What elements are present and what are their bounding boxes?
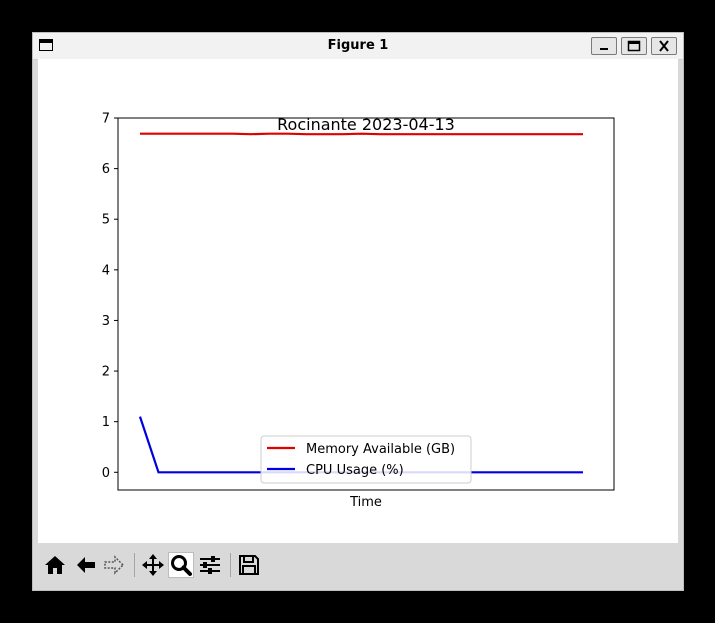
- forward-button[interactable]: [101, 552, 127, 578]
- figure-canvas[interactable]: Rocinante 2023-04-13 0 1 2 3 4 5 6 7 Time Memor…: [38, 59, 678, 543]
- y-tick-label: 4: [102, 263, 110, 278]
- legend-box: [260, 435, 472, 484]
- navigation-toolbar: [33, 543, 683, 586]
- close-icon: [659, 40, 669, 52]
- home-icon: [45, 556, 65, 574]
- y-tick-label: 0: [102, 466, 110, 481]
- maximize-icon: [627, 40, 641, 52]
- configure-subplots-button[interactable]: [197, 552, 223, 578]
- back-arrow-icon: [77, 557, 95, 573]
- minimize-icon: [600, 48, 608, 50]
- toolbar-separator: [230, 553, 231, 577]
- y-tick-label: 3: [102, 314, 110, 329]
- configure-subplots-icon: [200, 556, 220, 574]
- window-title: Figure 1: [327, 38, 389, 53]
- minimize-button[interactable]: [591, 37, 617, 55]
- toolbar-separator: [134, 553, 135, 577]
- home-button[interactable]: [42, 552, 68, 578]
- window-icon: [39, 39, 53, 51]
- legend-label-cpu: CPU Usage (%): [306, 463, 404, 478]
- y-tick-label: 1: [102, 415, 110, 430]
- close-button[interactable]: [651, 37, 677, 55]
- y-tick-label: 6: [102, 162, 110, 177]
- pan-button[interactable]: [140, 552, 166, 578]
- title-bar[interactable]: Figure 1: [33, 33, 683, 60]
- y-tick-label: 5: [102, 213, 110, 228]
- legend-label-memory: Memory Available (GB): [306, 442, 455, 457]
- maximize-button[interactable]: [621, 37, 647, 55]
- plot-area-frame: [117, 117, 615, 491]
- pan-icon: [142, 554, 164, 576]
- save-button[interactable]: [236, 552, 262, 578]
- back-button[interactable]: [73, 552, 99, 578]
- zoom-icon: [171, 555, 192, 576]
- chart-title: Rocinante 2023-04-13: [277, 115, 455, 134]
- figure-window: Figure 1 Rocinante 2023-04-13 0 1 2 3 4 5 6 7 T…: [32, 32, 684, 591]
- forward-arrow-icon: [104, 555, 125, 575]
- y-axis-ticks: 0 1 2 3 4 5 6 7: [102, 112, 118, 481]
- series-line-memory: [140, 132, 583, 136]
- y-tick-label: 7: [102, 112, 110, 127]
- chart: Rocinante 2023-04-13 0 1 2 3 4 5 6 7 Time Memor…: [102, 112, 615, 510]
- zoom-button[interactable]: [168, 552, 194, 578]
- save-icon: [239, 555, 259, 575]
- y-tick-label: 2: [102, 365, 110, 380]
- legend: Memory Available (GB) CPU Usage (%): [260, 435, 472, 484]
- series-lines: [138, 132, 583, 474]
- x-axis-label: Time: [349, 495, 382, 510]
